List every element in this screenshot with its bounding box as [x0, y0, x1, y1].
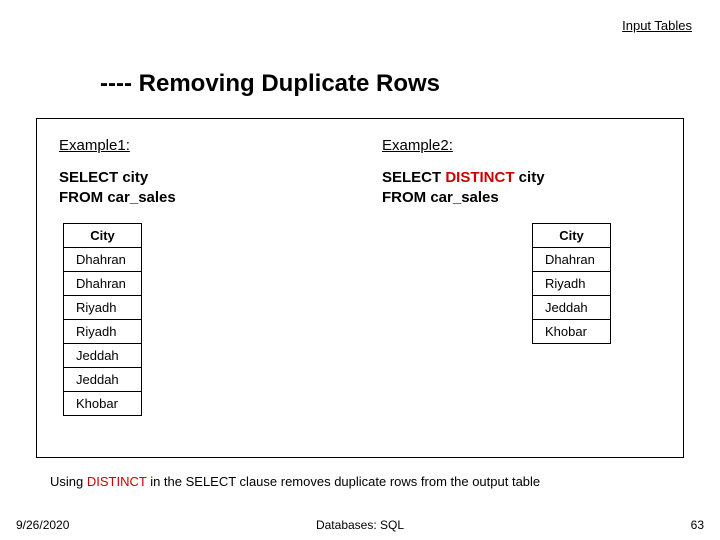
table-row: Khobar: [533, 319, 611, 343]
footer-title: Databases: SQL: [0, 518, 720, 532]
table-row: Riyadh: [64, 319, 142, 343]
title-text: Removing Duplicate Rows: [139, 70, 440, 97]
example2-region: Example2: SELECT DISTINCT city FROM car_…: [382, 137, 672, 344]
slide-caption: Using DISTINCT in the SELECT clause remo…: [50, 474, 540, 489]
example2-sql: SELECT DISTINCT city FROM car_sales: [382, 168, 672, 209]
example1-region: Example1: SELECT city FROM car_sales Cit…: [59, 137, 339, 416]
table-row: Jeddah: [64, 343, 142, 367]
distinct-keyword: DISTINCT: [445, 169, 514, 186]
title-dashes: ----: [100, 70, 139, 97]
table-row: Dhahran: [533, 247, 611, 271]
table-row: Khobar: [64, 391, 142, 415]
footer-page-number: 63: [691, 518, 704, 532]
sql-line: FROM car_sales: [382, 189, 499, 206]
example2-table: City Dhahran Riyadh Jeddah Khobar: [532, 223, 611, 344]
column-header: City: [64, 223, 142, 247]
content-box: Example1: SELECT city FROM car_sales Cit…: [36, 118, 684, 458]
example1-sql: SELECT city FROM car_sales: [59, 168, 339, 209]
sql-line: SELECT DISTINCT city: [382, 169, 545, 186]
table-row: Jeddah: [533, 295, 611, 319]
input-tables-link[interactable]: Input Tables: [622, 18, 692, 33]
sql-line: SELECT city: [59, 169, 148, 186]
slide-title: ---- Removing Duplicate Rows: [100, 70, 440, 98]
table-row: Riyadh: [533, 271, 611, 295]
table-row: Jeddah: [64, 367, 142, 391]
sql-line: FROM car_sales: [59, 189, 176, 206]
column-header: City: [533, 223, 611, 247]
table-row: Dhahran: [64, 271, 142, 295]
example1-table: City Dhahran Dhahran Riyadh Riyadh Jedda…: [63, 223, 142, 416]
distinct-keyword: DISTINCT: [87, 474, 147, 489]
example1-label: Example1:: [59, 137, 339, 154]
table-row: Dhahran: [64, 247, 142, 271]
table-row: Riyadh: [64, 295, 142, 319]
example2-label: Example2:: [382, 137, 672, 154]
